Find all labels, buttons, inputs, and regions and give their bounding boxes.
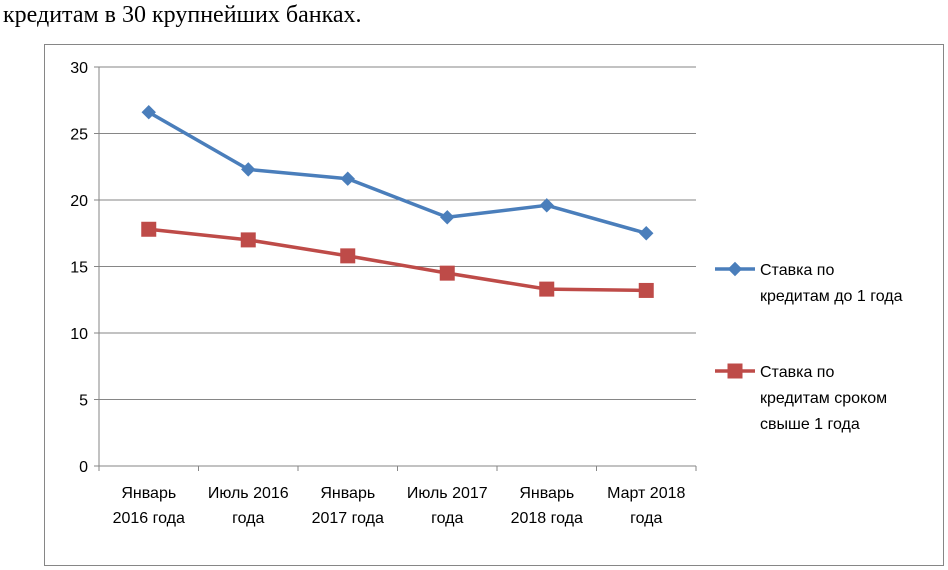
y-tick-label-25: 25: [70, 127, 88, 144]
data-point-s1-5: [638, 282, 654, 298]
x-tick-label-0-1: 2016 года: [113, 510, 185, 527]
legend-marker-1: [727, 363, 743, 379]
legend-marker-0: [727, 261, 743, 277]
data-point-s0-3: [440, 210, 455, 225]
x-tick-label-5-0: Март 2018: [607, 485, 685, 502]
data-point-s1-2: [340, 248, 356, 264]
y-tick-label-20: 20: [70, 193, 88, 210]
page-heading: кредитам в 30 крупнейших банках.: [3, 2, 362, 28]
y-tick-label-10: 10: [70, 326, 88, 343]
series-line-1: [148, 227, 647, 293]
data-point-s0-4: [539, 198, 554, 213]
x-tick-label-3-0: Июль 2017: [407, 485, 488, 502]
y-tick-label-15: 15: [70, 260, 88, 277]
data-point-s0-5: [639, 226, 654, 241]
series-line-0: [147, 110, 647, 235]
x-tick-label-0-0: Январь: [121, 485, 176, 502]
data-point-s0-2: [340, 171, 355, 186]
x-tick-label-1-0: Июль 2016: [208, 485, 289, 502]
data-point-s1-0: [141, 221, 157, 237]
y-tick-label-30: 30: [70, 60, 88, 77]
x-tick-label-2-0: Январь: [320, 485, 375, 502]
y-tick-label-5: 5: [79, 393, 88, 410]
y-tick-label-0: 0: [79, 459, 88, 476]
data-point-s0-1: [241, 162, 256, 177]
x-tick-label-4-1: 2018 года: [511, 510, 583, 527]
legend-label-1-1: кредитам сроком: [760, 390, 887, 407]
data-point-s1-3: [439, 265, 455, 281]
x-tick-label-3-1: года: [431, 510, 463, 527]
x-tick-label-4-0: Январь: [519, 485, 574, 502]
data-point-s1-1: [240, 232, 256, 248]
x-tick-label-5-1: года: [630, 510, 662, 527]
legend-label-1-0: Ставка по: [760, 364, 834, 381]
chart-frame: 0 5 10 15 20 25 30 Январь 2016 года Июль 2016 года…: [44, 44, 944, 566]
line-chart: 0 5 10 15 20 25 30 Январь 2016 года Июль 2016 года…: [70, 60, 903, 527]
legend-label-0-1: кредитам до 1 года: [760, 288, 903, 305]
legend-label-0-0: Ставка по: [760, 262, 834, 279]
x-tick-label-2-1: 2017 года: [312, 510, 384, 527]
legend-label-1-2: свыше 1 года: [760, 416, 860, 433]
data-point-s0-0: [141, 105, 156, 120]
x-tick-label-1-1: года: [232, 510, 264, 527]
data-point-s1-4: [539, 281, 555, 297]
